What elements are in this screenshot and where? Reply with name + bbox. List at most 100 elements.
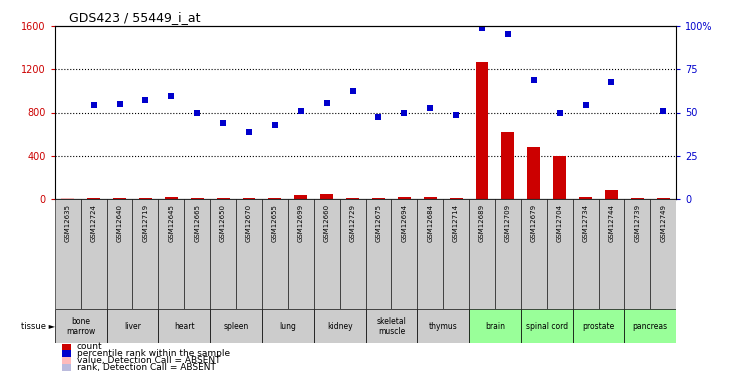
Bar <box>605 190 618 199</box>
Bar <box>243 198 255 199</box>
Bar <box>236 199 262 309</box>
Text: GSM12704: GSM12704 <box>557 204 563 242</box>
Bar <box>476 62 488 199</box>
Text: GSM12655: GSM12655 <box>272 204 278 242</box>
Bar <box>55 199 80 309</box>
Text: GSM12719: GSM12719 <box>143 204 148 242</box>
Bar <box>398 197 411 199</box>
Bar <box>320 194 333 199</box>
Text: liver: liver <box>124 322 141 331</box>
Text: GSM12749: GSM12749 <box>660 204 666 242</box>
Text: GSM12684: GSM12684 <box>427 204 433 242</box>
Bar <box>165 197 178 199</box>
Bar <box>651 199 676 309</box>
Bar <box>268 198 281 199</box>
Bar <box>527 147 540 199</box>
Bar <box>599 199 624 309</box>
Text: GSM12640: GSM12640 <box>116 204 123 242</box>
Bar <box>366 199 391 309</box>
Bar <box>521 199 547 309</box>
Text: spleen: spleen <box>224 322 249 331</box>
Text: count: count <box>77 342 102 351</box>
Bar <box>391 199 417 309</box>
Text: rank, Detection Call = ABSENT: rank, Detection Call = ABSENT <box>77 363 216 372</box>
Text: GSM12694: GSM12694 <box>401 204 407 242</box>
Bar <box>262 199 288 309</box>
Text: GSM12670: GSM12670 <box>246 204 252 242</box>
Text: GSM12675: GSM12675 <box>376 204 382 242</box>
Bar <box>80 199 107 309</box>
Bar <box>113 198 126 199</box>
Text: GSM12665: GSM12665 <box>194 204 200 242</box>
Bar <box>211 309 262 343</box>
Bar <box>624 309 676 343</box>
Text: spinal cord: spinal cord <box>526 322 568 331</box>
Bar <box>443 199 469 309</box>
Bar <box>521 309 572 343</box>
Text: GSM12734: GSM12734 <box>583 204 588 242</box>
Bar <box>572 199 599 309</box>
Text: prostate: prostate <box>583 322 615 331</box>
Bar <box>495 199 520 309</box>
Text: lung: lung <box>279 322 296 331</box>
Text: GSM12729: GSM12729 <box>349 204 355 242</box>
Bar <box>132 199 159 309</box>
Bar <box>340 199 366 309</box>
Bar <box>184 199 211 309</box>
Bar <box>469 199 495 309</box>
Bar <box>372 198 385 199</box>
Bar <box>107 199 132 309</box>
Text: GSM12689: GSM12689 <box>479 204 485 242</box>
Bar <box>366 309 417 343</box>
Bar <box>346 198 359 199</box>
Bar <box>469 309 520 343</box>
Bar <box>656 198 670 199</box>
Bar <box>631 198 644 199</box>
Bar <box>191 198 204 199</box>
Bar <box>314 309 366 343</box>
Bar <box>211 199 236 309</box>
Bar <box>288 199 314 309</box>
Text: tissue ►: tissue ► <box>20 322 55 331</box>
Text: GDS423 / 55449_i_at: GDS423 / 55449_i_at <box>69 11 201 24</box>
Text: brain: brain <box>485 322 505 331</box>
Text: bone
marrow: bone marrow <box>66 316 95 336</box>
Text: GSM12660: GSM12660 <box>324 204 330 242</box>
Text: kidney: kidney <box>327 322 352 331</box>
Bar <box>417 199 443 309</box>
Bar <box>624 199 651 309</box>
Bar <box>450 198 463 199</box>
Bar <box>159 309 211 343</box>
Text: GSM12645: GSM12645 <box>168 204 174 242</box>
Bar <box>216 198 230 199</box>
Text: GSM12699: GSM12699 <box>298 204 304 242</box>
Text: percentile rank within the sample: percentile rank within the sample <box>77 349 230 358</box>
Text: GSM12744: GSM12744 <box>608 204 615 242</box>
Text: heart: heart <box>174 322 194 331</box>
Text: GSM12724: GSM12724 <box>91 204 96 242</box>
Text: GSM12739: GSM12739 <box>635 204 640 242</box>
Bar <box>314 199 340 309</box>
Bar <box>501 132 515 199</box>
Text: GSM12635: GSM12635 <box>65 204 71 242</box>
Bar <box>424 197 436 199</box>
Bar <box>262 309 314 343</box>
Bar <box>572 309 624 343</box>
Bar <box>553 156 566 199</box>
Text: thymus: thymus <box>429 322 458 331</box>
Text: GSM12709: GSM12709 <box>505 204 511 242</box>
Text: GSM12679: GSM12679 <box>531 204 537 242</box>
Bar <box>139 198 152 199</box>
Bar <box>547 199 572 309</box>
Text: GSM12714: GSM12714 <box>453 204 459 242</box>
Text: pancreas: pancreas <box>633 322 668 331</box>
Text: GSM12650: GSM12650 <box>220 204 226 242</box>
Bar <box>61 198 75 199</box>
Bar <box>87 198 100 199</box>
Bar <box>159 199 184 309</box>
Bar <box>55 309 107 343</box>
Bar <box>579 197 592 199</box>
Bar <box>417 309 469 343</box>
Text: skeletal
muscle: skeletal muscle <box>376 316 406 336</box>
Bar <box>107 309 159 343</box>
